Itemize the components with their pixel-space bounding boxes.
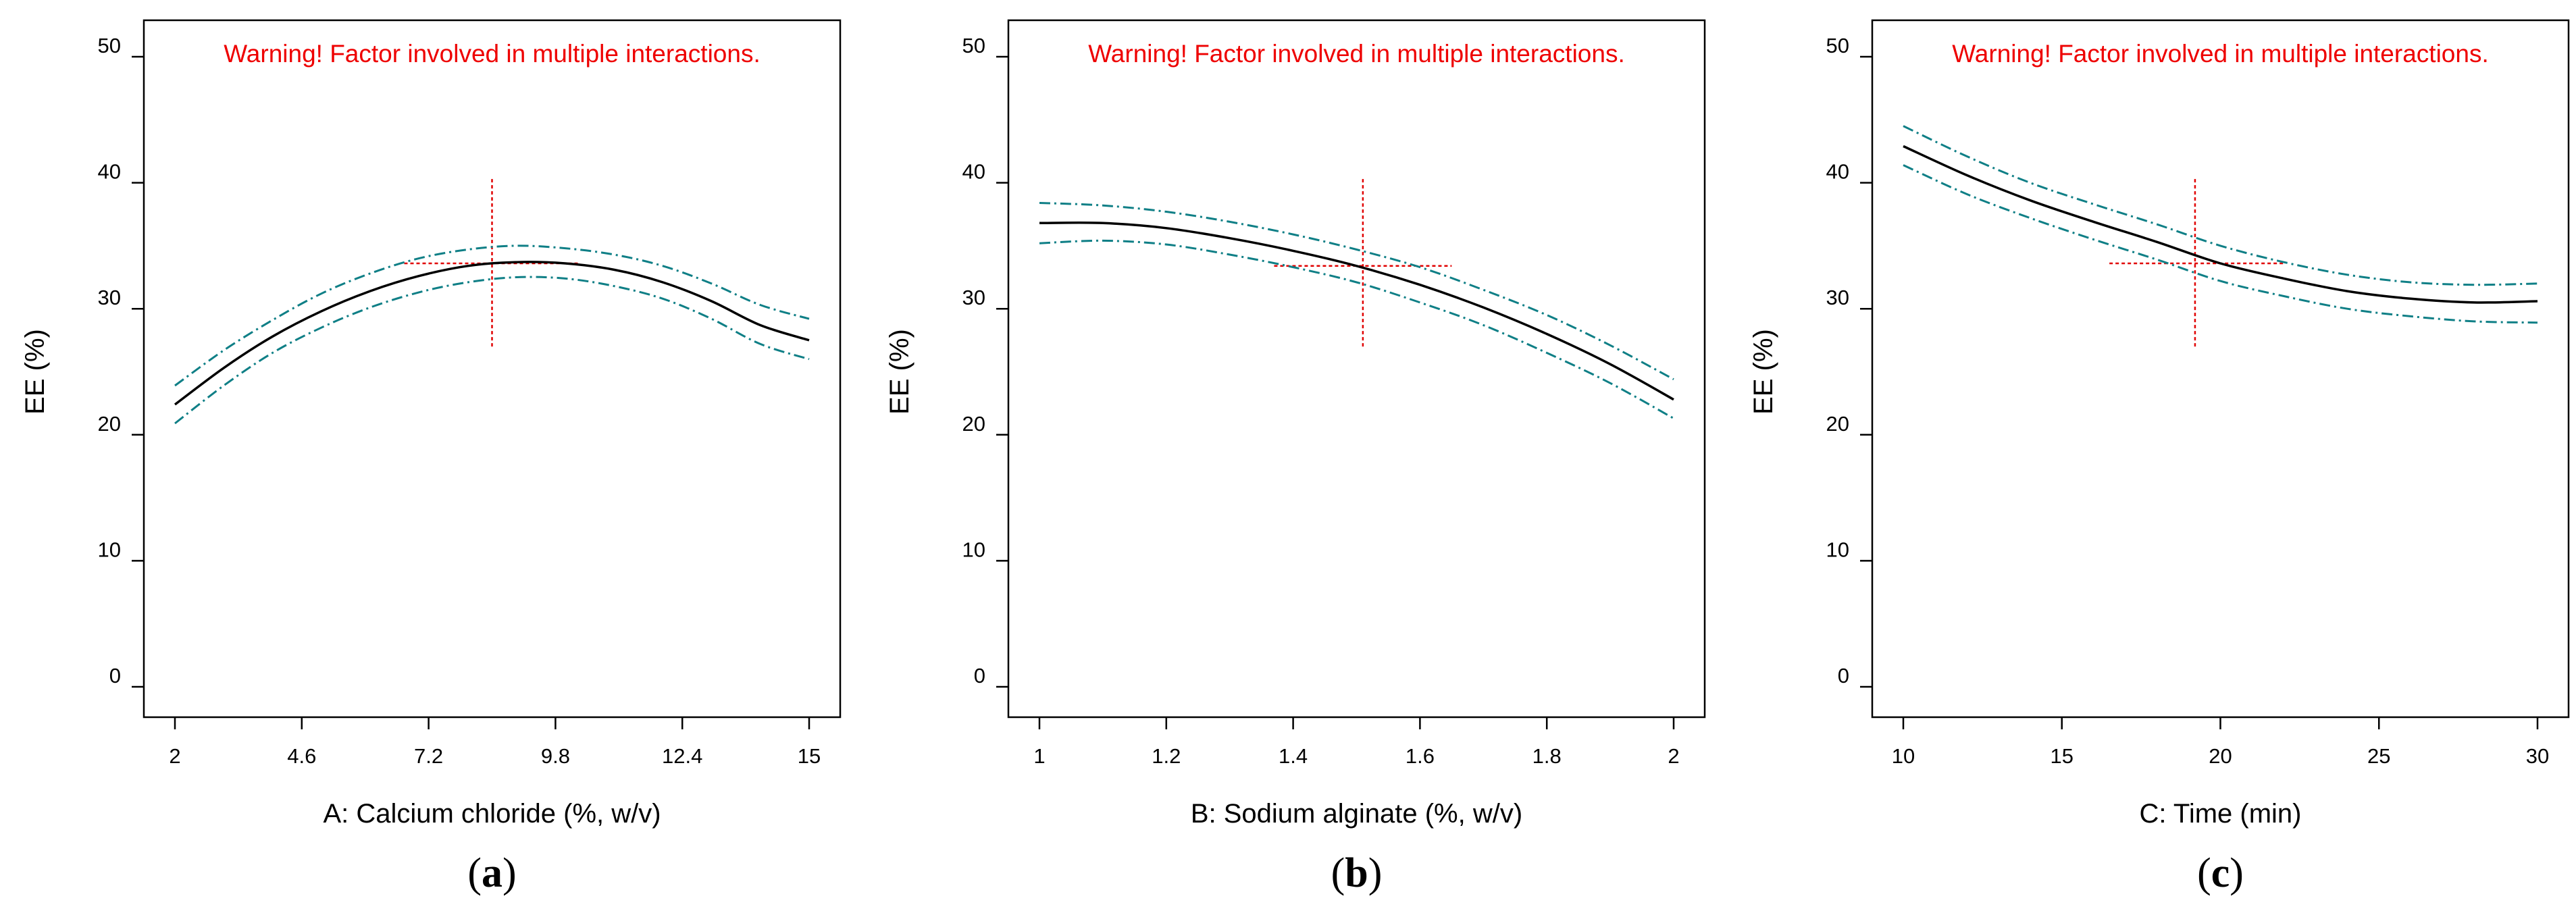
x-tick-label: 2 — [1668, 744, 1679, 768]
warning-text: Warning! Factor involved in multiple int… — [1952, 40, 2488, 68]
plot-frame — [143, 19, 842, 719]
x-tick-label: 2 — [169, 744, 180, 768]
y-tick-label: 10 — [98, 538, 121, 561]
panel-label: (b) — [1331, 850, 1383, 896]
plot-frame — [1871, 19, 2570, 719]
x-tick-label: 1.6 — [1406, 744, 1435, 768]
series-lower-ci — [1039, 239, 1674, 419]
x-axis-label: C: Time (min) — [2140, 799, 2302, 829]
y-tick-label: 20 — [1826, 412, 1849, 436]
y-tick-label: 40 — [1826, 160, 1849, 184]
panel-label: (a) — [467, 850, 516, 896]
x-axis-label: A: Calcium chloride (%, w/v) — [323, 799, 661, 829]
y-tick-label: 50 — [962, 34, 985, 57]
y-tick-label: 50 — [98, 34, 121, 57]
panel-label: (c) — [2197, 850, 2244, 896]
chart-panel-b: 0 10 20 30 40 50 1 1.2 1.4 1.6 1.8 2 EE (%) B: Sodium… — [885, 19, 1706, 896]
warning-text: Warning! Factor involved in multiple int… — [224, 40, 760, 68]
plot-frame — [1007, 19, 1706, 719]
x-tick-label: 1.8 — [1532, 744, 1562, 768]
series-prediction — [1903, 145, 2538, 304]
x-tick-label: 10 — [1892, 744, 1915, 768]
x-tick-label: 20 — [2209, 744, 2232, 768]
series-prediction — [1039, 222, 1674, 401]
chart-panel-a: 0 10 20 30 40 50 2 4.6 7.2 9.8 12.4 15 EE (%) A: Calc… — [20, 19, 842, 896]
y-tick-label: 50 — [1826, 34, 1849, 57]
y-tick-label: 0 — [974, 664, 985, 687]
y-axis-label: EE (%) — [20, 329, 50, 415]
x-tick-label: 1.2 — [1152, 744, 1181, 768]
y-tick-label: 30 — [962, 286, 985, 309]
series-lower-ci — [174, 276, 810, 425]
series-lower-ci — [1903, 164, 2538, 324]
series-upper-ci — [1039, 202, 1674, 381]
x-tick-label: 4.6 — [287, 744, 316, 768]
x-tick-label: 30 — [2526, 744, 2549, 768]
y-tick-label: 40 — [962, 160, 985, 184]
x-tick-label: 15 — [798, 744, 821, 768]
x-tick-label: 7.2 — [414, 744, 443, 768]
warning-text: Warning! Factor involved in multiple int… — [1088, 40, 1624, 68]
chart-panel-c: 0 10 20 30 40 50 10 15 20 25 30 EE (%) C: Time (min)… — [1749, 19, 2570, 896]
series-upper-ci — [174, 244, 810, 387]
y-tick-label: 10 — [962, 538, 985, 561]
y-tick-label: 30 — [1826, 286, 1849, 309]
y-axis-label: EE (%) — [1749, 329, 1778, 415]
x-tick-label: 1 — [1033, 744, 1045, 768]
x-tick-label: 15 — [2051, 744, 2073, 768]
y-tick-label: 40 — [98, 160, 121, 184]
y-tick-label: 10 — [1826, 538, 1849, 561]
y-tick-label: 20 — [98, 412, 121, 436]
y-tick-label: 0 — [1838, 664, 1849, 687]
y-axis-label: EE (%) — [885, 329, 915, 415]
series-prediction — [174, 261, 810, 406]
x-axis-label: B: Sodium alginate (%, w/v) — [1191, 799, 1522, 829]
x-tick-label: 25 — [2367, 744, 2390, 768]
x-tick-label: 1.4 — [1279, 744, 1308, 768]
y-tick-label: 20 — [962, 412, 985, 436]
x-tick-label: 12.4 — [662, 744, 702, 768]
series-upper-ci — [1903, 125, 2538, 286]
y-tick-label: 30 — [98, 286, 121, 309]
y-tick-label: 0 — [109, 664, 121, 687]
x-tick-label: 9.8 — [541, 744, 570, 768]
